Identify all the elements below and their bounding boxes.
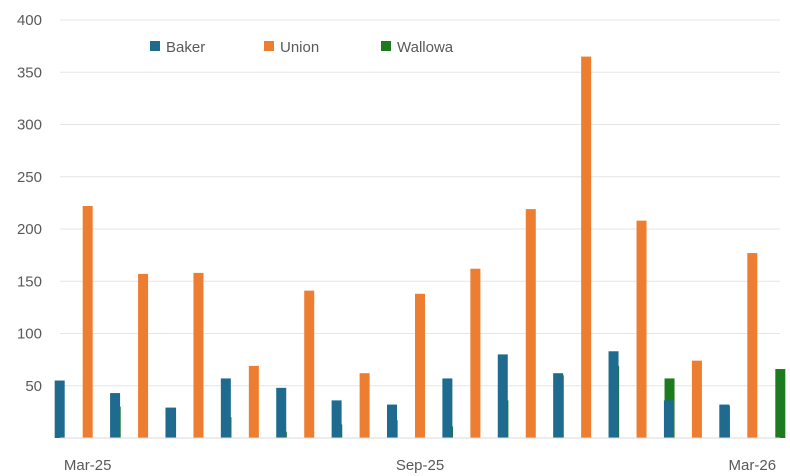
y-tick-label: 250 [17, 169, 42, 186]
y-tick-label: 100 [17, 326, 42, 343]
bar-wallowa-mar-26 [775, 369, 786, 438]
legend-label-wallowa: Wallowa [397, 39, 454, 56]
bar-union-oct-25 [470, 268, 481, 438]
y-tick-label: 50 [25, 378, 42, 395]
bar-baker-mar-26 [719, 404, 730, 438]
bar-union-aug-25 [359, 373, 370, 438]
x-tick-label: Mar-25 [64, 457, 112, 474]
y-tick-label: 150 [17, 273, 42, 290]
legend-swatch-union [264, 41, 274, 51]
bar-baker-aug-25 [331, 400, 342, 438]
legend-swatch-baker [150, 41, 160, 51]
bar-union-mar-26 [747, 253, 758, 438]
legend-label-baker: Baker [166, 39, 205, 56]
legend-label-union: Union [280, 39, 319, 56]
bar-baker-jul-25 [276, 387, 287, 438]
bar-union-nov-25 [525, 209, 536, 438]
legend: Baker Union Wallowa [150, 39, 454, 56]
bar-baker-oct-25 [442, 378, 453, 438]
bar-baker-mar-25 [54, 380, 65, 438]
bar-union-jun-25 [248, 365, 259, 438]
bar-baker-dec-25 [553, 373, 564, 438]
gridlines [60, 19, 780, 387]
bar-baker-jun-25 [220, 378, 231, 438]
bar-union-sep-25 [415, 293, 425, 438]
y-tick-label: 400 [17, 12, 42, 29]
x-axis: Mar-25 Sep-25 Mar-26 [64, 457, 776, 474]
y-tick-label: 300 [17, 117, 42, 134]
x-tick-label: Sep-25 [396, 457, 444, 474]
bar-baker-nov-25 [497, 354, 508, 438]
bar-baker-sep-25 [387, 404, 397, 438]
bar-union-may-25 [193, 272, 204, 438]
bar-union-jan-26 [636, 220, 647, 438]
bar-baker-may-25 [165, 407, 176, 438]
bars [54, 56, 786, 438]
bar-baker-apr-25 [110, 393, 121, 438]
bar-union-apr-25 [138, 273, 149, 438]
bar-union-jul-25 [304, 290, 315, 438]
bar-union-feb-26 [691, 360, 702, 438]
y-tick-label: 350 [17, 64, 42, 81]
bar-baker-jan-26 [608, 351, 619, 438]
y-axis: 50 100 150 200 250 300 350 400 [17, 12, 42, 395]
legend-swatch-wallowa [381, 41, 391, 51]
bar-union-dec-25 [581, 56, 592, 438]
bar-baker-feb-26 [663, 400, 674, 438]
y-tick-label: 200 [17, 221, 42, 238]
x-tick-label: Mar-26 [729, 457, 777, 474]
bar-union-mar-25 [82, 206, 93, 438]
